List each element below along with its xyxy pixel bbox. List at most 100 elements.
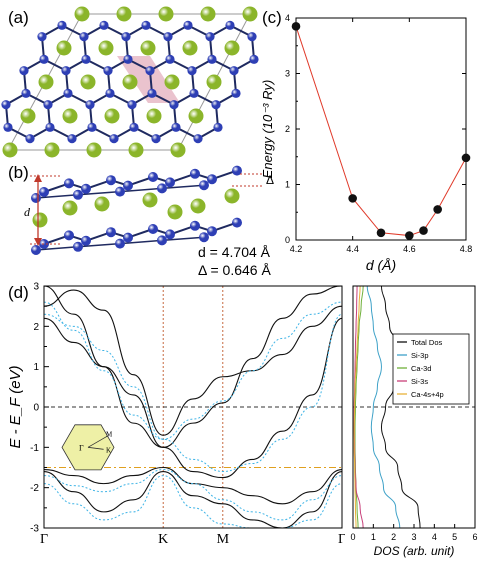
si-atom [211,100,221,110]
si-si-bond [35,194,79,199]
y-tick-label: 4 [285,13,290,23]
data-point [376,228,386,238]
si-atom [148,224,158,234]
y-tick-label: 1 [285,180,290,190]
ca-atom [200,6,216,22]
si-atom [157,183,167,194]
legend-entry: Ca-3d [411,364,431,373]
si-atom [63,88,73,98]
si-atom [183,20,193,30]
si-atom [207,174,217,185]
si-atom [165,177,175,188]
bz-k-label: K [106,446,111,454]
si-atom [231,88,241,98]
si-atom [39,187,49,197]
si-atom [31,193,41,203]
band-line [43,470,343,529]
x-axis-label: DOS (arb. unit) [374,544,455,558]
si-atom [123,180,133,191]
y-tick-label: 2 [285,124,290,134]
ca-atom [242,6,258,22]
ca-atom [182,40,198,56]
si-atom [81,183,91,194]
si-atom [105,88,115,98]
si-atom [31,245,41,255]
x-tick-label: 6 [472,532,477,542]
ca-atom [116,6,132,22]
si-atom [163,32,173,42]
data-point [291,22,301,31]
si-atom [121,32,131,42]
dos-chart: 0 1 2 3 4 5 6 DOS (arb. unit) Total Dos Si-3p Ca-3… [350,285,478,558]
k-point-label: Γ [338,532,345,547]
ca-atom [142,192,158,208]
x-tick-label: 4 [432,532,437,542]
si-atom [73,241,83,252]
k-point-label: Γ [40,532,48,547]
ca-atom [86,142,102,158]
si-atom [189,88,199,98]
delta-value: Δ = 0.646 Å [198,262,271,278]
si-atom [141,20,151,30]
legend-entry: Si-3s [411,377,428,386]
si-atom [147,88,157,98]
ca-atom [122,74,138,90]
x-tick-label: 4.4 [346,244,359,254]
x-axis-label: d (Å) [366,257,396,273]
si-atom [199,180,209,191]
ca-atom [167,204,183,220]
x-tick-label: 4.6 [403,244,416,254]
ca-atom [224,40,240,56]
ca-atom [62,108,78,124]
si-atom [129,122,139,132]
si-si-bond [77,190,121,196]
energy-vs-d-chart: 0 1 2 3 4 4.2 4.4 4.6 4.8 d (Å) Energy (10⁻³ Ry) [260,13,473,273]
gamma-k-path [87,446,104,450]
si-si-bond [35,246,79,251]
band-line [43,285,343,448]
si-atom [64,230,74,241]
x-tick-label: 4.8 [460,244,473,254]
side-view-structure: d Δ [24,165,274,255]
si-atom [79,32,89,42]
data-point [419,226,428,235]
legend-box [392,333,470,405]
energy-line [295,26,467,237]
si-atom [151,134,161,144]
dos-curve [380,285,421,529]
si-atom [73,189,83,200]
x-tick-label: 1 [371,532,376,542]
band-line-dashed [43,469,343,521]
si-si-bond [77,242,121,248]
y-tick-label: 2 [33,322,39,333]
si-atom [123,232,133,243]
si-atom [81,235,91,246]
ca-atom [206,74,222,90]
x-tick-label: 2 [391,532,396,542]
data-point [405,231,414,240]
si-atom [43,100,53,110]
y-tick-label: -2 [30,483,39,494]
ca-atom [44,142,60,158]
ca-atom [56,40,72,56]
si-atom [232,217,242,228]
d-arrow-head-top [34,174,42,182]
si-atom [103,66,113,76]
si-atom [193,134,203,144]
si-atom [25,134,35,144]
si-atom [169,100,179,110]
gamma-m-path [87,435,108,448]
si-atom [232,165,242,176]
ca-atom [158,6,174,22]
data-point [433,205,442,214]
si-atom [190,168,200,179]
d-arrow-head-bottom [34,238,42,246]
si-atom [205,32,215,42]
x-tick-label: 5 [452,532,457,542]
bz-m-label: M [106,430,113,438]
si-atom [85,100,95,110]
plot-frame [352,285,476,529]
si-atom [127,100,137,110]
si-atom [207,54,217,64]
si-atom [171,122,181,132]
